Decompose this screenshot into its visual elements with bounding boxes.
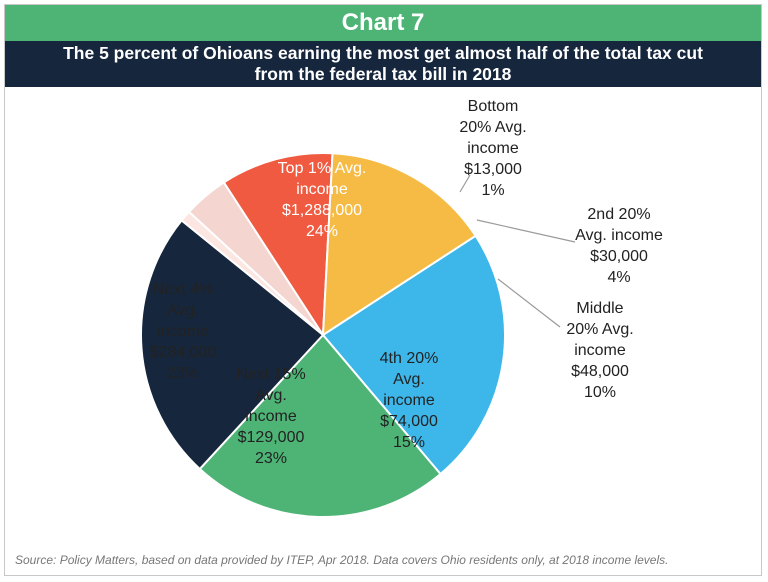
- source-note: Source: Policy Matters, based on data pr…: [15, 553, 669, 567]
- slice-label-line: 20% Avg.: [566, 321, 633, 338]
- chart-frame: Chart 7 The 5 percent of Ohioans earning…: [4, 4, 762, 576]
- slice-label-line: income: [574, 342, 626, 359]
- slice-label-line: 4%: [607, 269, 630, 286]
- slice-label-line: $1,288,000: [282, 202, 362, 219]
- slice-label-line: $284,000: [150, 344, 217, 361]
- slice-label-line: 24%: [306, 223, 338, 240]
- slice-label-line: $13,000: [464, 161, 522, 178]
- pie-plot-area: Bottom 20% Avg. income $13,000 1% 2nd 20% Avg.…: [5, 87, 761, 537]
- slice-label-line: income: [467, 140, 519, 157]
- slice-label-line: $48,000: [571, 363, 629, 380]
- chart-title: The 5 percent of Ohioans earning the mos…: [5, 41, 761, 87]
- pie-slices: [140, 152, 506, 518]
- slice-label-line: income: [157, 323, 209, 340]
- slice-label-line: 23%: [255, 450, 287, 467]
- slice-label-line: 1%: [481, 182, 504, 199]
- slice-label-line: $30,000: [590, 248, 648, 265]
- slice-label-line: income: [296, 181, 348, 198]
- slice-label-line: 10%: [584, 384, 616, 401]
- slice-label-line: Next 15%: [236, 366, 305, 383]
- slice-label-4th-20: 4th 20% Avg. income $74,000 15%: [380, 350, 439, 451]
- pie-slice-middle-20: [222, 152, 334, 339]
- slice-label-line: Avg.: [167, 302, 199, 319]
- slice-label-line: Next 4%: [153, 281, 213, 298]
- slice-label-line: $74,000: [380, 413, 438, 430]
- pie-slice-next-4: [198, 333, 442, 518]
- slice-label-2nd-20: 2nd 20% Avg. income $30,000 4%: [575, 206, 663, 286]
- slice-label-top-1: Top 1% Avg. income $1,288,000 24%: [278, 160, 367, 240]
- pie-slice-4th-20: [321, 152, 478, 337]
- slice-label-line: 15%: [393, 434, 425, 451]
- slice-label-line: 4th 20%: [380, 350, 439, 367]
- slice-label-line: Avg. income: [575, 227, 663, 244]
- pie-slice-next-15: [321, 234, 506, 476]
- slice-label-line: Avg.: [393, 371, 425, 388]
- slice-label-line: Top 1% Avg.: [278, 160, 367, 177]
- slice-label-line: Middle: [576, 300, 623, 317]
- slice-label-line: Avg.: [255, 387, 287, 404]
- slice-label-bottom-20: Bottom 20% Avg. income $13,000 1%: [459, 98, 526, 199]
- slice-label-next-4: Next 4% Avg. income $284,000 23%: [150, 281, 217, 382]
- chart-number: Chart 7: [5, 5, 761, 41]
- slice-label-line: income: [245, 408, 297, 425]
- slice-label-line: 23%: [167, 365, 199, 382]
- pie-chart: Bottom 20% Avg. income $13,000 1% 2nd 20% Avg.…: [140, 98, 663, 518]
- leader-line-2: [497, 278, 561, 328]
- slice-label-next-15: Next 15% Avg. income $129,000 23%: [236, 366, 305, 467]
- slice-label-middle-20: Middle 20% Avg. income $48,000 10%: [566, 300, 633, 401]
- slice-label-line: income: [383, 392, 435, 409]
- leader-line-0: [459, 174, 471, 193]
- pie-slice-top-1: [140, 219, 325, 471]
- slice-label-line: 20% Avg.: [459, 119, 526, 136]
- slice-label-line: 2nd 20%: [587, 206, 650, 223]
- leader-line-1: [476, 219, 576, 243]
- slice-label-line: Bottom: [468, 98, 519, 115]
- slice-label-line: $129,000: [238, 429, 305, 446]
